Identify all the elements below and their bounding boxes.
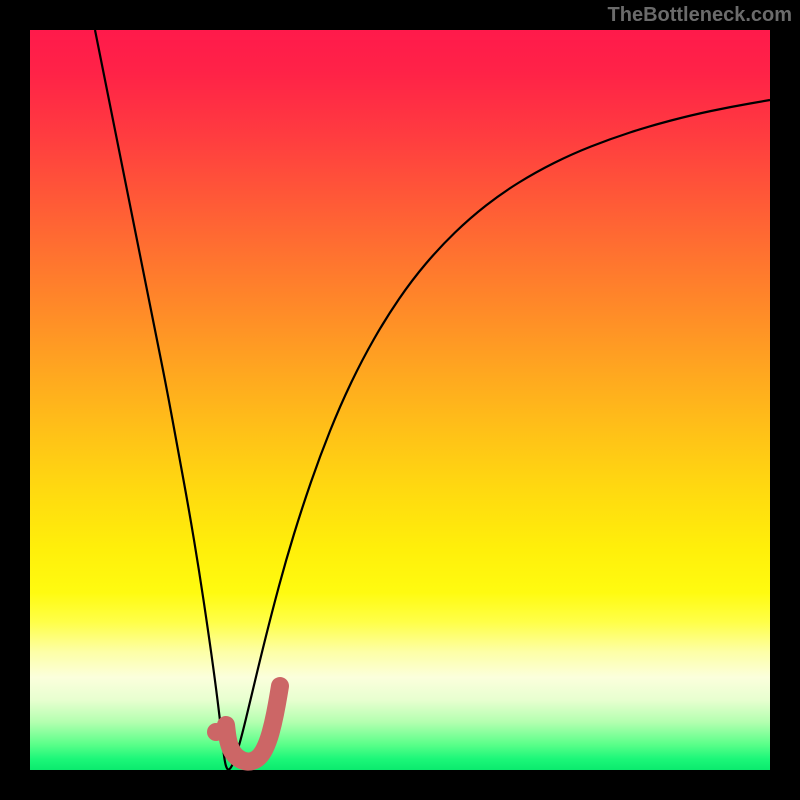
gradient-background bbox=[30, 30, 770, 770]
watermark-text: TheBottleneck.com bbox=[608, 4, 792, 27]
bottleneck-chart bbox=[0, 0, 800, 800]
